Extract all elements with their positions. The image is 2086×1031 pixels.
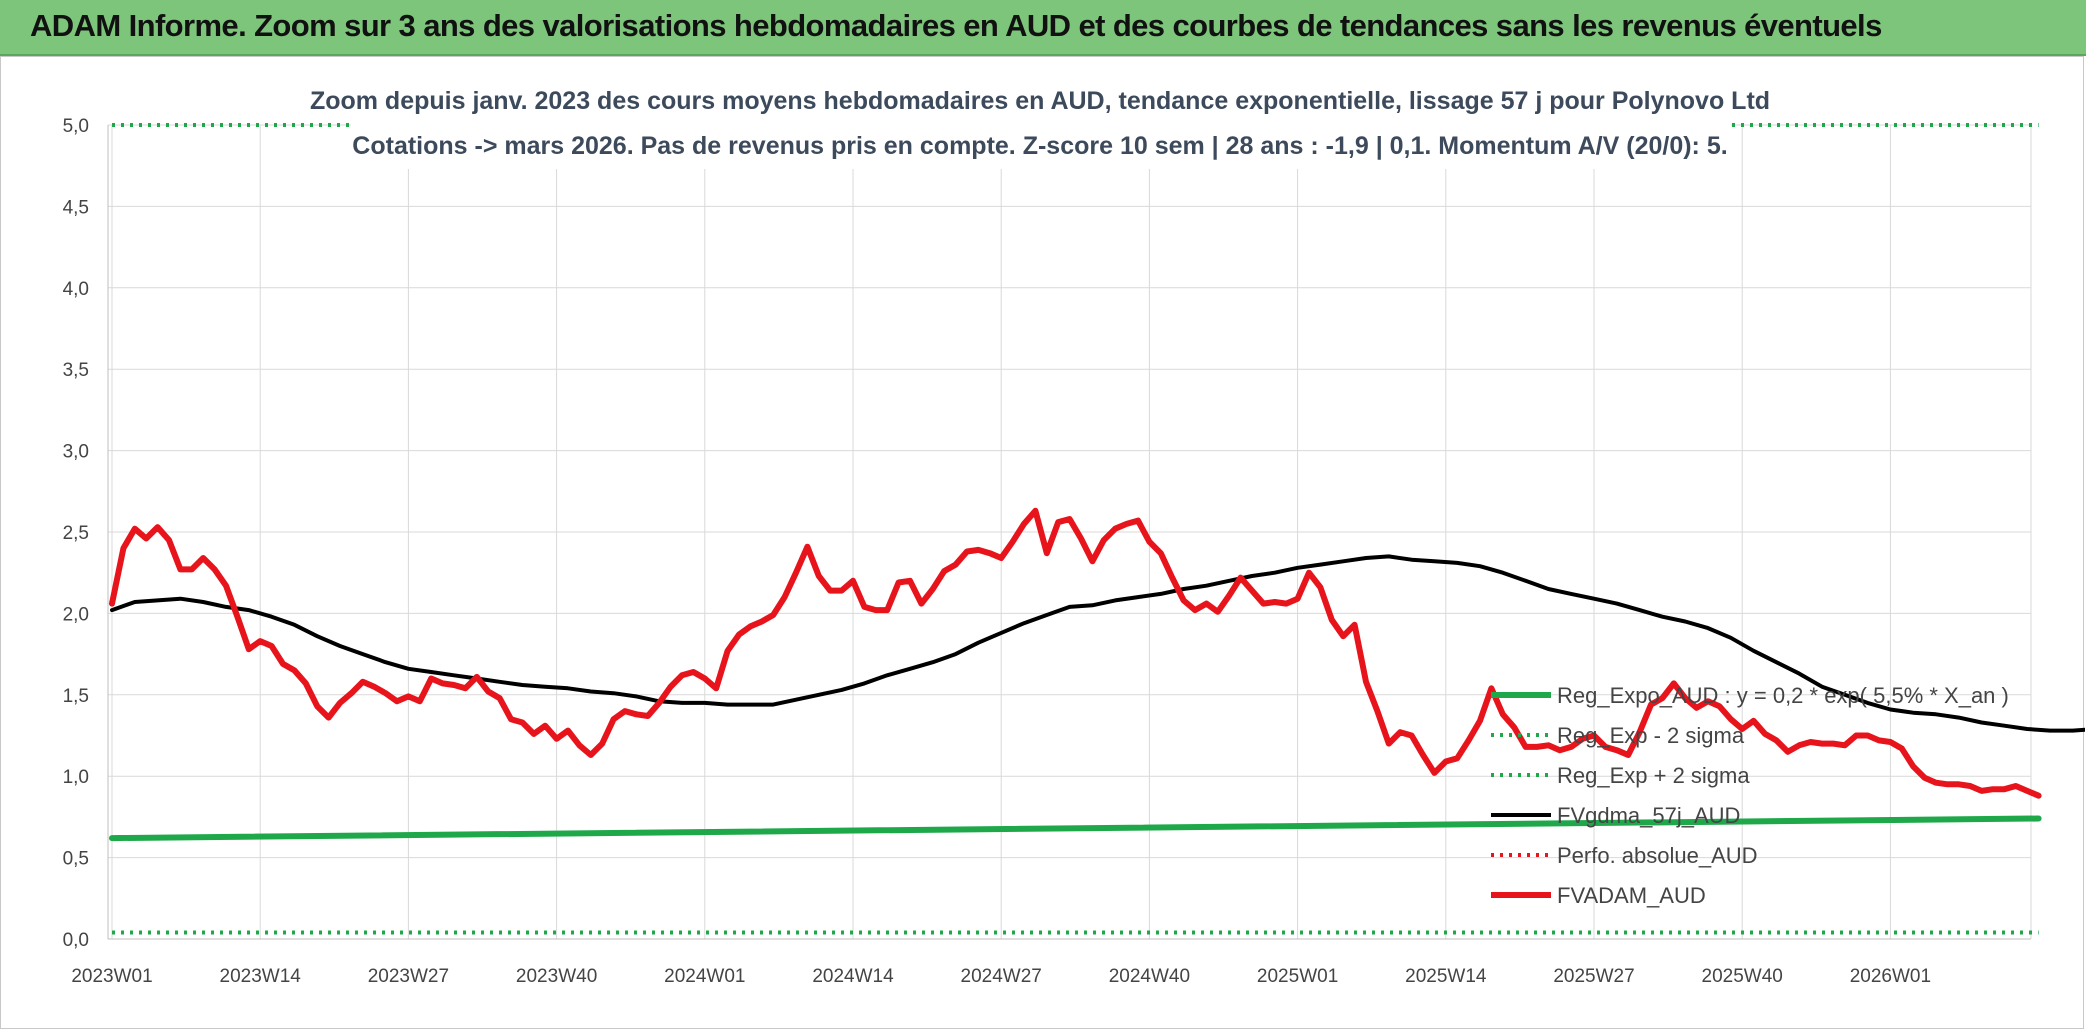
chart-frame: 0,0 0,5 1,0 1,5 2,0 2,5 3,0 3,5 4,0 4,5 5,0 2023W01… xyxy=(0,56,2085,1029)
x-tick-label: 2025W14 xyxy=(1405,966,1487,987)
y-tick-label: 2,0 xyxy=(63,604,89,625)
y-tick-label: 0,5 xyxy=(63,849,89,870)
legend-entry: FVgdma_57j_AUD xyxy=(1557,803,1740,828)
series-line-1 xyxy=(109,815,2042,842)
legend-entry: Reg_Expo_AUD : y = 0,2 * exp( 5,5% * X_a… xyxy=(1557,683,2009,708)
legend-entry: Reg_Exp - 2 sigma xyxy=(1557,723,1745,748)
x-tick-label: 2025W40 xyxy=(1702,966,1783,987)
series-line-6 xyxy=(109,507,2042,799)
y-tick-label: 1,5 xyxy=(63,686,89,707)
x-tick-label: 2026W01 xyxy=(1850,966,1931,987)
y-tick-label: 3,0 xyxy=(63,442,89,463)
x-tick-label: 2024W40 xyxy=(1109,966,1190,987)
y-tick-label: 2,5 xyxy=(63,523,89,544)
y-tick-label: 5,0 xyxy=(63,116,89,137)
x-tick-label: 2023W01 xyxy=(71,966,152,987)
legend-entry: FVADAM_AUD xyxy=(1557,883,1706,908)
chart-title-background xyxy=(351,81,1731,169)
chart-title: Zoom depuis janv. 2023 des cours moyens … xyxy=(310,87,1770,115)
report-title: ADAM Informe. Zoom sur 3 ans des valoris… xyxy=(30,8,1882,43)
x-tick-label: 2023W14 xyxy=(220,966,302,987)
chart-subtitle: Cotations -> mars 2026. Pas de revenus p… xyxy=(352,132,1727,160)
x-tick-label: 2023W27 xyxy=(368,966,449,987)
x-tick-label: 2024W01 xyxy=(664,966,745,987)
y-tick-label: 4,5 xyxy=(63,197,89,218)
legend-entry: Perfo. absolue_AUD xyxy=(1557,843,1758,868)
legend-entry: Reg_Exp + 2 sigma xyxy=(1557,763,1750,788)
y-tick-label: 3,5 xyxy=(63,360,89,381)
x-tick-label: 2025W01 xyxy=(1257,966,1338,987)
x-tick-label: 2024W27 xyxy=(961,966,1042,987)
series-line-4 xyxy=(110,554,2085,733)
line-chart: 0,0 0,5 1,0 1,5 2,0 2,5 3,0 3,5 4,0 4,5 5,0 2023W01… xyxy=(63,81,2085,987)
y-tick-label: 0,0 xyxy=(63,930,89,951)
x-tick-label: 2025W27 xyxy=(1553,966,1634,987)
y-tick-label: 1,0 xyxy=(63,767,89,788)
x-tick-label: 2024W14 xyxy=(812,966,894,987)
x-tick-label: 2023W40 xyxy=(516,966,597,987)
report-header: ADAM Informe. Zoom sur 3 ans des valoris… xyxy=(0,0,2086,56)
y-tick-label: 4,0 xyxy=(63,279,89,300)
